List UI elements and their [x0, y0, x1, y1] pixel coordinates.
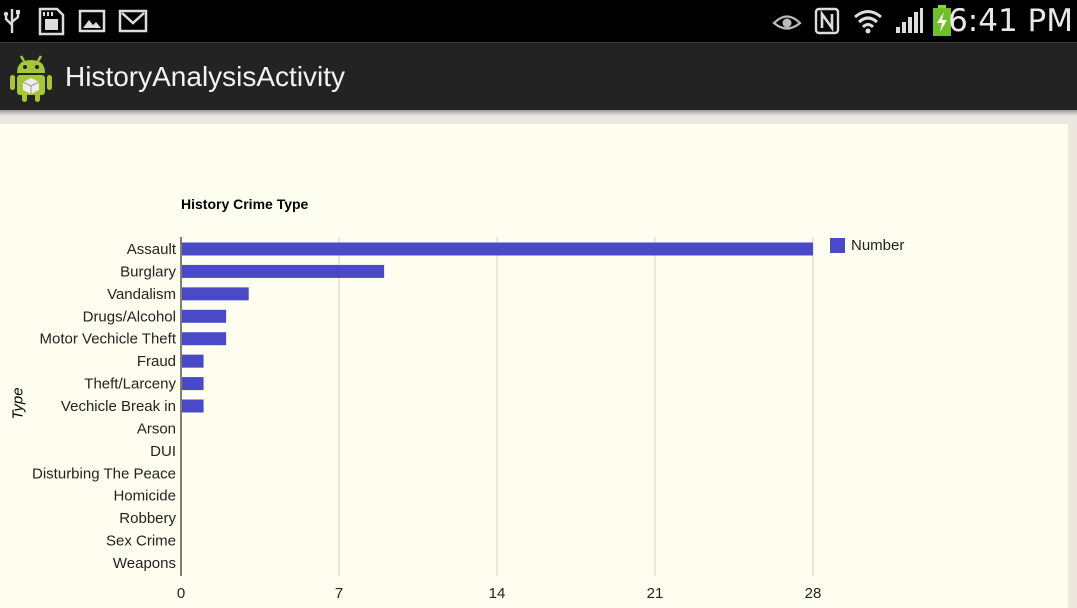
- status-bar: 6:41 PM: [0, 0, 1077, 42]
- x-tick-label: 21: [647, 585, 664, 602]
- y-tick-label: Robbery: [119, 510, 176, 527]
- legend: Number: [830, 237, 904, 254]
- legend-label: Number: [851, 237, 905, 254]
- bar: [182, 309, 227, 323]
- y-tick-label: Disturbing The Peace: [32, 465, 176, 482]
- chart-panel: [0, 124, 1068, 608]
- y-tick-label: Drugs/Alcohol: [83, 308, 176, 325]
- y-tick-label: Homicide: [113, 488, 176, 505]
- action-bar: HistoryAnalysisActivity: [0, 42, 1077, 110]
- legend-swatch: [830, 238, 845, 253]
- status-time: 6:41 PM: [948, 3, 1073, 39]
- battery-charging-icon: [930, 5, 954, 36]
- chart-title: History Crime Type: [181, 196, 309, 212]
- bar: [182, 377, 204, 391]
- bar: [182, 287, 249, 301]
- signal-icon: [894, 6, 924, 36]
- page-title: HistoryAnalysisActivity: [65, 61, 346, 92]
- y-tick-label: Arson: [137, 420, 176, 437]
- nfc-icon: [813, 6, 841, 36]
- x-tick-label: 14: [489, 585, 506, 602]
- x-tick-label: 0: [177, 585, 185, 602]
- bar: [182, 332, 227, 346]
- mail-icon: [118, 6, 148, 36]
- bar: [182, 242, 813, 256]
- wifi-icon: [851, 6, 885, 36]
- y-tick-label: Fraud: [137, 353, 176, 370]
- y-tick-label: Weapons: [113, 555, 176, 572]
- sd-card-icon: [36, 6, 66, 36]
- bar: [182, 399, 204, 413]
- y-tick-label: Sex Crime: [106, 533, 176, 550]
- eye-icon: [772, 6, 802, 36]
- y-tick-label: Theft/Larceny: [84, 376, 176, 393]
- y-tick-label: Vandalism: [107, 286, 176, 303]
- y-tick-label: DUI: [150, 443, 176, 460]
- bar: [182, 354, 204, 368]
- android-logo-icon[interactable]: [8, 51, 54, 103]
- usb-icon: [2, 6, 22, 36]
- action-bar-shadow: [0, 110, 1077, 116]
- bar: [182, 264, 385, 278]
- y-tick-label: Vechicle Break in: [61, 398, 176, 415]
- x-tick-label: 28: [805, 585, 822, 602]
- x-tick-label: 7: [335, 585, 343, 602]
- y-tick-label: Burglary: [120, 263, 176, 280]
- y-tick-label: Motor Vechicle Theft: [40, 331, 177, 348]
- picture-icon: [77, 6, 107, 36]
- y-tick-label: Assault: [127, 241, 177, 258]
